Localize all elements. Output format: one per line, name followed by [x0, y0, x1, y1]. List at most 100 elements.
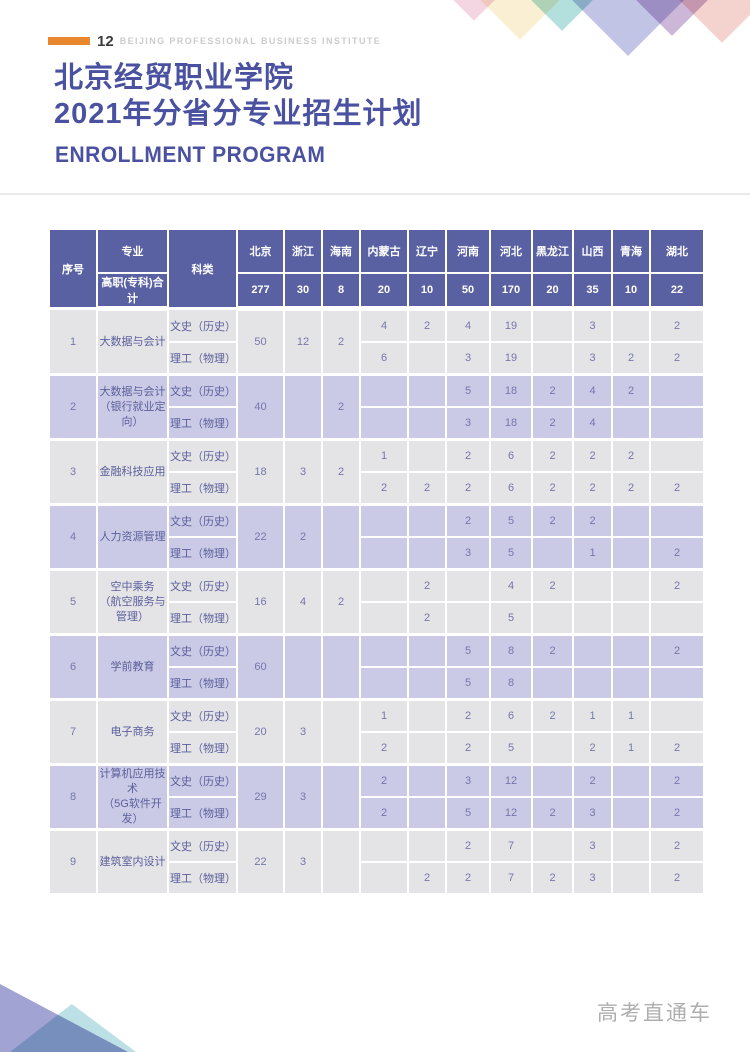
value-ligong-2: 2	[445, 861, 491, 895]
row-major: 人力资源管理	[96, 503, 169, 571]
value-wenshi-3: 6	[489, 438, 533, 473]
page-subtitle: ENROLLMENT PROGRAM	[55, 143, 326, 168]
merged-value-1: 3	[283, 828, 323, 895]
title-line1: 北京经贸职业学院	[54, 62, 295, 94]
major-line: 电子商务	[110, 725, 155, 738]
value-ligong-0: 2	[359, 796, 409, 831]
value-ligong-0	[359, 666, 409, 701]
category-ligong: 理工（物理）	[167, 536, 238, 571]
province-header-9: 青海	[611, 228, 651, 274]
page-number: 12	[97, 32, 114, 50]
value-wenshi-1	[407, 828, 447, 863]
value-ligong-1	[407, 666, 447, 701]
row-seq: 4	[48, 503, 98, 571]
value-wenshi-2: 3	[445, 763, 491, 798]
col-header-seq: 序号	[48, 228, 98, 310]
merged-value-2: 2	[321, 373, 361, 441]
value-ligong-1: 2	[407, 471, 447, 506]
merged-value-2	[321, 698, 361, 766]
merged-value-0: 18	[236, 438, 285, 506]
province-total-3: 20	[359, 272, 409, 311]
value-ligong-0: 2	[359, 471, 409, 506]
major-line: 空中乘务	[110, 580, 155, 593]
value-wenshi-2: 2	[445, 698, 491, 733]
major-line: 大数据与会计	[99, 335, 166, 348]
value-ligong-1	[407, 341, 447, 376]
title-line2: 2021年分省分专业招生计划	[54, 98, 423, 130]
value-wenshi-2: 2	[445, 828, 491, 863]
value-wenshi-2: 2	[445, 438, 491, 473]
value-wenshi-7: 2	[649, 307, 705, 343]
category-ligong: 理工（物理）	[167, 471, 238, 506]
value-wenshi-5: 4	[572, 373, 613, 408]
value-wenshi-0: 1	[359, 438, 409, 473]
province-header-10: 湖北	[649, 228, 705, 274]
value-ligong-6	[611, 406, 651, 441]
value-wenshi-3: 7	[489, 828, 533, 863]
row-seq: 7	[48, 698, 98, 766]
value-ligong-2: 5	[445, 796, 491, 831]
accent-bar	[48, 37, 90, 45]
value-wenshi-0: 1	[359, 698, 409, 733]
value-wenshi-7	[649, 373, 705, 408]
value-wenshi-5	[572, 568, 613, 603]
category-ligong: 理工（物理）	[167, 666, 238, 701]
value-wenshi-0: 4	[359, 307, 409, 343]
province-total-4: 10	[407, 272, 447, 311]
category-ligong: 理工（物理）	[167, 731, 238, 766]
value-wenshi-4: 2	[531, 503, 574, 538]
value-ligong-7: 2	[649, 471, 705, 506]
category-wenshi: 文史（历史）	[167, 698, 238, 733]
merged-value-2	[321, 828, 361, 895]
value-ligong-0: 2	[359, 731, 409, 766]
value-wenshi-6: 1	[611, 698, 651, 733]
row-seq: 8	[48, 763, 98, 831]
value-ligong-4: 2	[531, 861, 574, 895]
merged-value-1: 2	[283, 503, 323, 571]
merged-value-1	[283, 373, 323, 441]
value-wenshi-6	[611, 568, 651, 603]
category-ligong: 理工（物理）	[167, 796, 238, 831]
value-ligong-2: 2	[445, 731, 491, 766]
province-total-6: 170	[489, 272, 533, 311]
value-wenshi-3: 5	[489, 503, 533, 538]
value-wenshi-0	[359, 828, 409, 863]
value-ligong-7	[649, 601, 705, 636]
merged-value-1: 12	[283, 307, 323, 376]
value-wenshi-1	[407, 503, 447, 538]
province-total-8: 35	[572, 272, 613, 311]
row-major: 大数据与会计 （银行就业定向）	[96, 373, 169, 441]
value-wenshi-6	[611, 633, 651, 668]
merged-value-2	[321, 633, 361, 701]
major-line: 建筑室内设计	[99, 855, 166, 868]
value-ligong-0	[359, 601, 409, 636]
value-ligong-5: 4	[572, 406, 613, 441]
value-wenshi-1	[407, 698, 447, 733]
col-header-category: 科类	[167, 228, 238, 310]
value-ligong-2: 2	[445, 471, 491, 506]
major-line: 大数据与会计	[99, 385, 166, 398]
merged-value-0: 50	[236, 307, 285, 376]
value-wenshi-3: 8	[489, 633, 533, 668]
row-major: 电子商务	[96, 698, 169, 766]
province-header-4: 辽宁	[407, 228, 447, 274]
value-ligong-7: 2	[649, 861, 705, 895]
value-wenshi-4	[531, 307, 574, 343]
province-header-0: 北京	[236, 228, 285, 274]
value-wenshi-0	[359, 633, 409, 668]
merged-value-1	[283, 633, 323, 701]
col-header-major: 专业	[96, 228, 169, 274]
value-wenshi-0	[359, 503, 409, 538]
value-wenshi-2: 2	[445, 503, 491, 538]
merged-value-2: 2	[321, 307, 361, 376]
row-seq: 1	[48, 307, 98, 376]
value-ligong-6: 2	[611, 341, 651, 376]
divider-line	[0, 193, 750, 195]
value-ligong-2	[445, 601, 491, 636]
value-wenshi-1	[407, 763, 447, 798]
value-wenshi-5: 3	[572, 828, 613, 863]
value-ligong-6: 1	[611, 731, 651, 766]
value-ligong-1	[407, 796, 447, 831]
value-ligong-1: 2	[407, 601, 447, 636]
value-wenshi-0: 2	[359, 763, 409, 798]
